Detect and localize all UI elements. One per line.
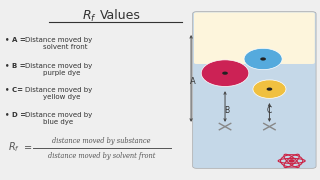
Text: A: A xyxy=(190,77,196,86)
Circle shape xyxy=(267,87,272,91)
Circle shape xyxy=(201,60,249,86)
Circle shape xyxy=(222,72,228,75)
Text: • D =: • D = xyxy=(4,112,28,118)
Text: distance moved by substance: distance moved by substance xyxy=(52,136,151,145)
FancyBboxPatch shape xyxy=(194,12,315,64)
Text: C: C xyxy=(266,106,271,115)
Text: Distance moved by
        purple dye: Distance moved by purple dye xyxy=(25,62,92,76)
Text: • A =: • A = xyxy=(4,37,28,43)
Circle shape xyxy=(288,159,295,163)
Circle shape xyxy=(253,80,286,98)
Circle shape xyxy=(260,57,266,61)
Circle shape xyxy=(244,48,282,70)
Text: • C=: • C= xyxy=(4,87,25,93)
FancyBboxPatch shape xyxy=(193,12,316,168)
Text: $R_f$: $R_f$ xyxy=(8,141,20,154)
Text: Distance moved by
        blue dye: Distance moved by blue dye xyxy=(25,112,92,125)
Text: $R_f$: $R_f$ xyxy=(82,9,97,24)
Text: Values: Values xyxy=(100,9,140,22)
Text: Distance moved by
        yellow dye: Distance moved by yellow dye xyxy=(25,87,92,100)
Text: B: B xyxy=(224,106,229,115)
Text: distance moved by solvent front: distance moved by solvent front xyxy=(48,152,155,160)
Text: =: = xyxy=(24,143,32,153)
Text: • B =: • B = xyxy=(4,62,28,69)
Text: Distance moved by
        solvent front: Distance moved by solvent front xyxy=(25,37,92,50)
